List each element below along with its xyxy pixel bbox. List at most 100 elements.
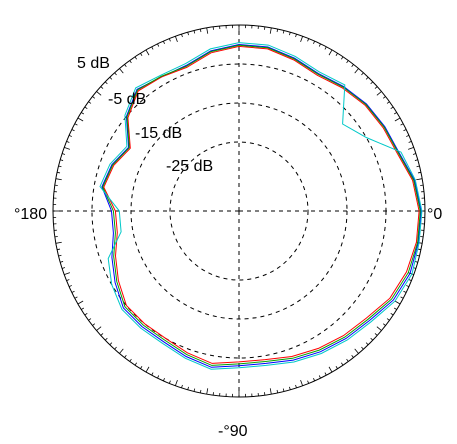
series-group (99, 42, 423, 370)
angle-label-minus90: -°90 (218, 423, 248, 440)
tick-mark (365, 76, 369, 80)
tick-mark (406, 285, 410, 288)
tick-mark (386, 101, 390, 104)
tick-mark (393, 112, 397, 115)
tick-mark (335, 53, 338, 57)
tick-mark (60, 159, 64, 161)
tick-mark (269, 388, 272, 395)
tick-mark (114, 72, 117, 76)
tick-mark (140, 53, 143, 57)
tick-mark (295, 33, 297, 38)
tick-mark (351, 64, 354, 68)
tick-mark (129, 358, 132, 362)
tick-mark (77, 300, 84, 305)
tick-mark (151, 372, 154, 376)
angle-label-180: °180 (14, 206, 47, 223)
tick-mark (269, 27, 272, 34)
tick-mark (376, 91, 382, 96)
tick-mark (151, 46, 154, 50)
tick-mark (361, 72, 364, 76)
tick-mark (71, 129, 75, 132)
tick-mark (346, 358, 349, 362)
tick-mark (394, 300, 401, 305)
tick-mark (84, 106, 88, 109)
tick-mark (104, 337, 108, 341)
tick-mark (109, 76, 113, 80)
tick-mark (408, 147, 414, 150)
tick-mark (145, 366, 150, 373)
tick-mark (390, 106, 394, 109)
tick-mark (370, 81, 374, 85)
tick-mark (400, 296, 404, 299)
tick-mark (354, 348, 359, 354)
tick-mark (403, 290, 407, 293)
tick-mark (140, 365, 143, 369)
tick-mark (403, 129, 407, 132)
tick-mark (68, 285, 72, 288)
series-line-1 (103, 45, 420, 364)
tick-mark (341, 56, 344, 60)
tick-mark (289, 32, 291, 36)
tick-mark (162, 40, 165, 44)
tick-mark (416, 165, 420, 168)
tick-mark (206, 388, 209, 395)
tick-mark (408, 140, 412, 143)
tick-mark (351, 354, 354, 358)
tick-mark (386, 318, 390, 321)
tick-mark (104, 81, 108, 85)
tick-mark (66, 279, 70, 282)
tick-mark (300, 380, 303, 386)
tick-mark (406, 134, 410, 137)
tick-mark (374, 86, 378, 89)
series-line-3 (99, 42, 423, 370)
tick-mark (175, 36, 178, 42)
tick-mark (295, 384, 297, 389)
tick-mark (416, 178, 423, 181)
label-group: 5 dB -5 dB -15 dB -25 dB °0 °180 -°90 (14, 55, 442, 440)
tick-mark (81, 112, 85, 115)
tick-mark (206, 27, 209, 34)
tick-mark (74, 123, 78, 126)
tick-mark (408, 279, 412, 282)
tick-mark (162, 378, 165, 382)
tick-mark (109, 342, 113, 346)
tick-mark (88, 318, 92, 321)
tick-mark (199, 389, 202, 394)
tick-mark (55, 178, 62, 181)
tick-mark (346, 60, 349, 64)
grid-ring (169, 141, 309, 281)
tick-mark (124, 354, 127, 358)
tick-mark (374, 333, 378, 336)
tick-mark (400, 123, 404, 126)
tick-mark (313, 40, 316, 44)
tick-mark (376, 326, 382, 331)
tick-mark (84, 313, 88, 316)
tick-mark (181, 384, 183, 389)
tick-mark (114, 346, 117, 350)
tick-mark (193, 388, 196, 392)
tick-mark (61, 267, 66, 269)
tick-mark (328, 366, 333, 373)
series-line-0 (101, 43, 422, 368)
tick-mark (81, 307, 85, 310)
tick-mark (56, 171, 61, 174)
tick-mark (414, 159, 418, 161)
tick-mark (88, 101, 92, 104)
tick-mark (394, 117, 401, 122)
tick-mark (96, 91, 102, 96)
tick-mark (124, 64, 127, 68)
tick-mark (324, 372, 327, 376)
tick-mark (390, 313, 394, 316)
tick-mark (157, 43, 160, 47)
tick-mark (417, 171, 422, 174)
tick-mark (335, 365, 338, 369)
tick-mark (181, 33, 183, 38)
tick-mark (282, 388, 285, 392)
tick-mark (289, 386, 291, 390)
tick-mark (393, 307, 397, 310)
tick-mark (382, 323, 386, 326)
ring-label-minus5db: -5 dB (108, 91, 146, 108)
tick-mark (382, 96, 386, 99)
tick-mark (354, 68, 359, 74)
series-line-2 (102, 44, 421, 366)
